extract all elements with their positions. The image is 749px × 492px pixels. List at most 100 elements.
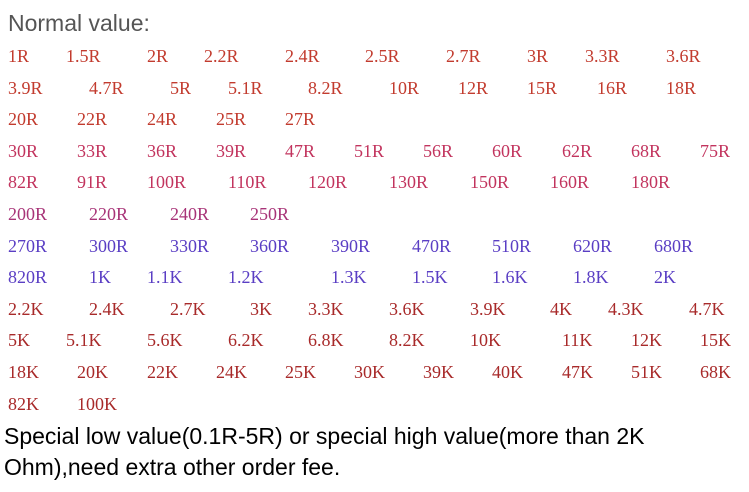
resistor-value: 1R	[8, 46, 30, 66]
resistor-value: 680R	[654, 235, 694, 256]
resistor-value: 240R	[170, 204, 210, 224]
resistor-value: 3.9R	[8, 77, 43, 98]
resistor-value: 100K	[77, 393, 117, 414]
resistor-value: 1.5R	[66, 46, 101, 66]
resistor-value: 8.2K	[389, 330, 425, 351]
resistor-value: 36R	[147, 140, 178, 161]
resistor-value: 4.3K	[608, 298, 644, 319]
resistor-value: 18R	[666, 77, 697, 98]
resistor-value: 6.2K	[228, 330, 264, 351]
resistor-value: 18K	[8, 362, 39, 382]
resistor-value: 16R	[597, 77, 628, 98]
resistor-value: 300R	[89, 235, 129, 256]
resistor-value: 1.5K	[412, 267, 448, 288]
resistor-value: 1.8K	[573, 267, 609, 288]
resistor-value: 510R	[492, 235, 532, 256]
resistor-value: 3.6K	[389, 298, 425, 319]
resistor-value: 82R	[8, 172, 39, 193]
resistor-value: 1.3K	[331, 267, 367, 288]
resistor-value: 25K	[285, 362, 316, 382]
resistor-value: 82K	[8, 393, 39, 414]
resistor-value: 91R	[77, 172, 108, 193]
resistor-value: 470R	[412, 235, 452, 256]
resistor-value: 10K	[470, 330, 501, 351]
resistor-value: 1.6K	[492, 267, 528, 288]
resistor-value: 33R	[77, 140, 108, 161]
resistor-value: 27R	[285, 109, 316, 130]
resistor-value: 20R	[8, 109, 39, 130]
resistor-value: 40K	[492, 362, 523, 382]
resistor-value: 39K	[423, 362, 454, 382]
resistor-value: 2K	[654, 267, 676, 288]
resistor-value: 68K	[700, 362, 731, 382]
resistor-value: 2.5R	[365, 46, 400, 66]
resistor-value: 12K	[631, 330, 662, 351]
resistor-value: 75R	[700, 140, 731, 161]
resistor-value: 15K	[700, 330, 731, 351]
resistor-value: 1K	[89, 267, 111, 288]
resistor-value: 3.3K	[308, 298, 344, 319]
resistor-value: 150R	[470, 172, 510, 193]
resistor-value: 5K	[8, 330, 30, 351]
resistor-value: 180R	[631, 172, 671, 193]
resistor-value: 10R	[389, 77, 420, 98]
resistor-value: 22R	[77, 109, 108, 130]
resistor-value: 22K	[147, 362, 178, 382]
resistor-value: 51K	[631, 362, 662, 382]
resistor-value: 250R	[250, 204, 290, 224]
resistor-value: 390R	[331, 235, 371, 256]
resistor-value: 110R	[228, 172, 267, 193]
resistor-value: 330R	[170, 235, 210, 256]
resistor-value: 2.7R	[446, 46, 481, 66]
resistor-value: 2.4R	[285, 46, 320, 66]
resistor-value: 56R	[423, 140, 454, 161]
resistor-value: 60R	[492, 140, 523, 161]
resistor-value: 2.4K	[89, 298, 125, 319]
resistor-value: 3.6R	[666, 46, 701, 66]
resistor-value: 200R	[8, 204, 48, 224]
resistor-value: 6.8K	[308, 330, 344, 351]
resistor-value: 360R	[250, 235, 290, 256]
resistor-value: 620R	[573, 235, 613, 256]
title: Normal value:	[8, 10, 150, 36]
resistor-value: 4K	[550, 298, 572, 319]
resistor-value: 47K	[562, 362, 593, 382]
resistor-value: 160R	[550, 172, 590, 193]
resistor-value: 5R	[170, 77, 192, 98]
resistor-value: 68R	[631, 140, 662, 161]
resistor-value: 820R	[8, 267, 48, 288]
resistor-value: 2.7K	[170, 298, 206, 319]
resistor-value: 8.2R	[308, 77, 343, 98]
resistor-value: 15R	[527, 77, 558, 98]
resistor-value: 5.1R	[228, 77, 263, 98]
resistor-value: 11K	[562, 330, 593, 351]
resistor-value: 1.1K	[147, 267, 183, 288]
resistor-value: 12R	[458, 77, 489, 98]
resistor-value: 130R	[389, 172, 429, 193]
footer-note: Special low value(0.1R-5R) or special hi…	[4, 423, 645, 480]
resistor-value: 2.2K	[8, 298, 44, 319]
resistor-value: 24R	[147, 109, 178, 130]
resistor-value: 4.7K	[689, 298, 725, 319]
resistor-value: 2R	[147, 46, 169, 66]
resistor-value: 30R	[8, 140, 39, 161]
resistor-value: 120R	[308, 172, 348, 193]
resistor-value: 270R	[8, 235, 48, 256]
resistor-value: 51R	[354, 140, 385, 161]
resistor-value: 62R	[562, 140, 593, 161]
resistor-value: 25R	[216, 109, 247, 130]
resistor-value: 2.2R	[204, 46, 239, 66]
resistor-value: 220R	[89, 204, 129, 224]
resistor-value: 3.9K	[470, 298, 506, 319]
resistor-value: 100R	[147, 172, 187, 193]
resistor-value: 4.7R	[89, 77, 124, 98]
resistor-value: 1.2K	[228, 267, 264, 288]
resistor-value: 3R	[527, 46, 549, 66]
resistor-value: 3K	[250, 298, 272, 319]
resistor-value: 5.6K	[147, 330, 183, 351]
resistor-value: 47R	[285, 140, 316, 161]
resistor-value: 3.3R	[585, 46, 620, 66]
resistor-value: 30K	[354, 362, 385, 382]
resistor-value: 20K	[77, 362, 108, 382]
resistor-value: 24K	[216, 362, 247, 382]
